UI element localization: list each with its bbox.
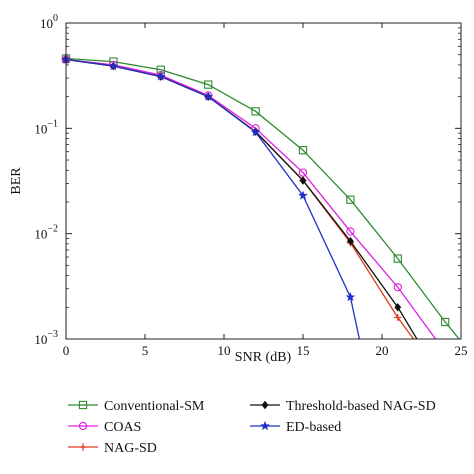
- star-marker: [298, 190, 308, 200]
- legend-label: ED-based: [286, 420, 341, 435]
- y-tick-label: 10−1: [34, 118, 58, 136]
- series-line: [66, 57, 460, 339]
- star-marker: [260, 420, 270, 431]
- star-marker: [108, 61, 119, 71]
- y-tick-label: 10−2: [34, 224, 58, 242]
- circle-marker: [78, 421, 88, 431]
- x-tick-label: 0: [63, 343, 70, 358]
- y-axis-title: BER: [9, 167, 24, 195]
- legend-item: Threshold-based NAG-SD: [250, 399, 436, 414]
- plot-frame: [65, 22, 462, 340]
- legend-item: COAS: [68, 420, 141, 435]
- x-axis-title: SNR (dB): [235, 350, 292, 365]
- square-marker: [204, 80, 213, 89]
- x-tick-label: 10: [218, 343, 231, 358]
- diamond-marker: [299, 176, 307, 185]
- legend: Conventional-SM COAS NAG-SD Threshold-based…: [68, 399, 436, 456]
- square-marker: [78, 400, 88, 410]
- circle-marker: [298, 168, 308, 177]
- circle-marker: [346, 227, 355, 236]
- plus-marker: [394, 313, 402, 322]
- square-marker: [441, 317, 450, 327]
- plot-area: [66, 23, 461, 339]
- y-tick-label: 100: [40, 13, 58, 31]
- star-marker: [156, 71, 166, 81]
- series-markers: [61, 54, 450, 327]
- x-tick-label: 5: [142, 343, 149, 358]
- square-marker: [393, 254, 402, 263]
- diamond-marker: [394, 303, 402, 312]
- legend-label: COAS: [104, 420, 141, 435]
- x-tick-label: 25: [455, 343, 468, 358]
- star-marker: [203, 91, 213, 101]
- square-marker: [298, 146, 308, 155]
- x-tick-label: 20: [376, 343, 389, 358]
- legend-label: Threshold-based NAG-SD: [286, 399, 436, 414]
- diamond-marker: [347, 236, 354, 246]
- diamond-marker: [261, 400, 269, 410]
- square-marker: [346, 195, 355, 204]
- circle-marker: [393, 283, 402, 292]
- legend-label: Conventional-SM: [104, 399, 205, 414]
- legend-label: NAG-SD: [104, 441, 157, 456]
- plus-marker: [79, 443, 87, 451]
- y-tick-label: 10−3: [34, 329, 58, 347]
- axis-labels: 0 5 10 15 20 25 10−3 10−2 10−1 100: [34, 13, 467, 358]
- legend-item: ED-based: [250, 420, 341, 435]
- legend-item: Conventional-SM: [68, 399, 205, 414]
- square-marker: [251, 107, 260, 116]
- star-marker: [250, 127, 261, 137]
- x-tick-label: 15: [297, 343, 310, 358]
- star-marker: [345, 292, 356, 302]
- series-line: [66, 58, 361, 339]
- legend-item: NAG-SD: [68, 441, 157, 456]
